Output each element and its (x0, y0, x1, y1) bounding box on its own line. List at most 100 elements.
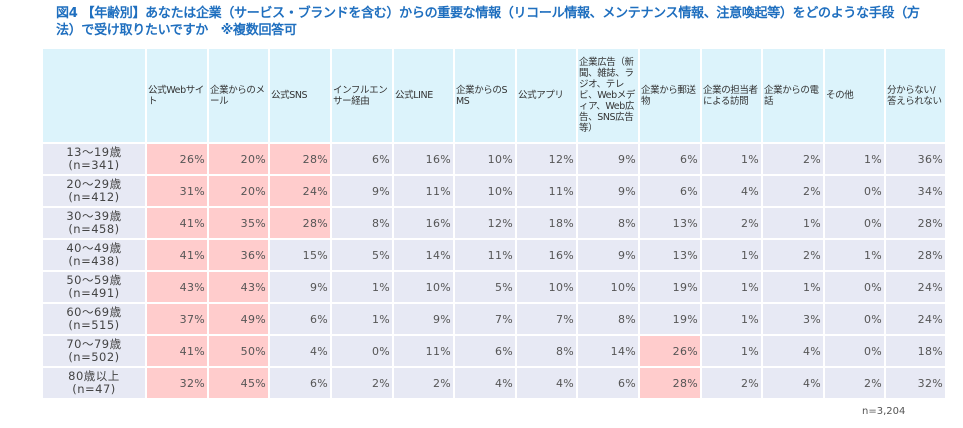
value-cell: 1% (332, 272, 392, 302)
value-cell: 36% (886, 144, 945, 174)
row-label: 30〜39歳 (n=458) (43, 208, 145, 238)
value-cell: 6% (640, 176, 700, 206)
column-header: その他 (825, 49, 884, 142)
chart-title: 図4 【年齢別】あなたは企業（サービス・ブランドを含む）からの重要な情報（リコー… (56, 6, 920, 38)
value-cell: 24% (886, 304, 945, 334)
value-cell: 8% (578, 208, 638, 238)
table-row: 30〜39歳 (n=458) 41% 35% 28% 8% 16% 12% 18% 8% 13% 2%… (43, 208, 945, 238)
value-cell: 2% (702, 368, 761, 398)
value-cell: 31% (147, 176, 207, 206)
value-cell: 6% (332, 144, 392, 174)
value-cell: 18% (886, 336, 945, 366)
value-cell: 6% (270, 368, 330, 398)
value-cell: 1% (825, 240, 884, 270)
column-header: 公式SNS (270, 49, 330, 142)
age-group: 13〜19歳 (66, 145, 122, 159)
value-cell: 24% (270, 176, 330, 206)
value-cell: 3% (763, 304, 823, 334)
value-cell: 45% (209, 368, 268, 398)
value-cell: 19% (640, 304, 700, 334)
value-cell: 4% (763, 368, 823, 398)
value-cell: 41% (147, 240, 207, 270)
value-cell: 12% (517, 144, 576, 174)
value-cell: 9% (578, 240, 638, 270)
value-cell: 13% (640, 208, 700, 238)
sample-size: (n=438) (68, 254, 120, 268)
value-cell: 2% (763, 240, 823, 270)
column-header: 企業からの電話 (763, 49, 823, 142)
value-cell: 1% (332, 304, 392, 334)
value-cell: 5% (455, 272, 515, 302)
value-cell: 10% (578, 272, 638, 302)
value-cell: 6% (270, 304, 330, 334)
sample-size: (n=491) (68, 286, 120, 300)
value-cell: 19% (640, 272, 700, 302)
value-cell: 1% (702, 240, 761, 270)
value-cell: 10% (455, 176, 515, 206)
value-cell: 0% (825, 336, 884, 366)
column-header: 公式LINE (394, 49, 453, 142)
value-cell: 32% (886, 368, 945, 398)
column-header: 分からない/答えられない (886, 49, 945, 142)
value-cell: 1% (702, 272, 761, 302)
value-cell: 2% (394, 368, 453, 398)
value-cell: 11% (455, 240, 515, 270)
value-cell: 28% (640, 368, 700, 398)
value-cell: 4% (270, 336, 330, 366)
age-group: 70〜79歳 (66, 337, 122, 351)
column-header: 企業の担当者による訪問 (702, 49, 761, 142)
value-cell: 11% (394, 336, 453, 366)
value-cell: 0% (332, 336, 392, 366)
sample-size: (n=458) (68, 222, 120, 236)
value-cell: 43% (209, 272, 268, 302)
age-group: 60〜69歳 (66, 305, 122, 319)
value-cell: 0% (825, 176, 884, 206)
value-cell: 16% (394, 144, 453, 174)
value-cell: 12% (455, 208, 515, 238)
value-cell: 6% (455, 336, 515, 366)
value-cell: 1% (825, 144, 884, 174)
sample-size-note: n=3,204 (862, 406, 906, 417)
value-cell: 4% (763, 336, 823, 366)
value-cell: 28% (886, 208, 945, 238)
value-cell: 20% (209, 176, 268, 206)
value-cell: 11% (517, 176, 576, 206)
value-cell: 24% (886, 272, 945, 302)
value-cell: 13% (640, 240, 700, 270)
value-cell: 41% (147, 336, 207, 366)
value-cell: 2% (825, 368, 884, 398)
age-group: 20〜29歳 (66, 177, 122, 191)
column-header: 企業広告（新聞、雑誌、ラジオ、テレビ、Webメディア、Web広告、SNS広告等） (578, 49, 638, 142)
table-row: 20〜29歳 (n=412) 31% 20% 24% 9% 11% 10% 11% 9% 6% 4% 2… (43, 176, 945, 206)
row-label: 60〜69歳 (n=515) (43, 304, 145, 334)
value-cell: 28% (270, 144, 330, 174)
value-cell: 32% (147, 368, 207, 398)
value-cell: 1% (702, 336, 761, 366)
row-label: 13〜19歳 (n=341) (43, 144, 145, 174)
results-table: 公式Webサイト 企業からのメール 公式SNS インフルエンサー経由 公式LINE 企業か… (41, 47, 947, 400)
value-cell: 36% (209, 240, 268, 270)
row-label: 70〜79歳 (n=502) (43, 336, 145, 366)
value-cell: 10% (394, 272, 453, 302)
value-cell: 49% (209, 304, 268, 334)
age-group: 40〜49歳 (66, 241, 122, 255)
value-cell: 0% (825, 304, 884, 334)
value-cell: 4% (517, 368, 576, 398)
column-header: 企業からのSMS (455, 49, 515, 142)
value-cell: 2% (763, 176, 823, 206)
value-cell: 6% (578, 368, 638, 398)
row-label: 50〜59歳 (n=491) (43, 272, 145, 302)
value-cell: 1% (702, 144, 761, 174)
value-cell: 0% (825, 208, 884, 238)
value-cell: 18% (517, 208, 576, 238)
value-cell: 9% (578, 176, 638, 206)
value-cell: 9% (578, 144, 638, 174)
column-header: 企業から郵送物 (640, 49, 700, 142)
sample-size: (n=412) (68, 190, 120, 204)
value-cell: 2% (332, 368, 392, 398)
column-header: 公式アプリ (517, 49, 576, 142)
value-cell: 26% (640, 336, 700, 366)
value-cell: 41% (147, 208, 207, 238)
value-cell: 35% (209, 208, 268, 238)
value-cell: 20% (209, 144, 268, 174)
